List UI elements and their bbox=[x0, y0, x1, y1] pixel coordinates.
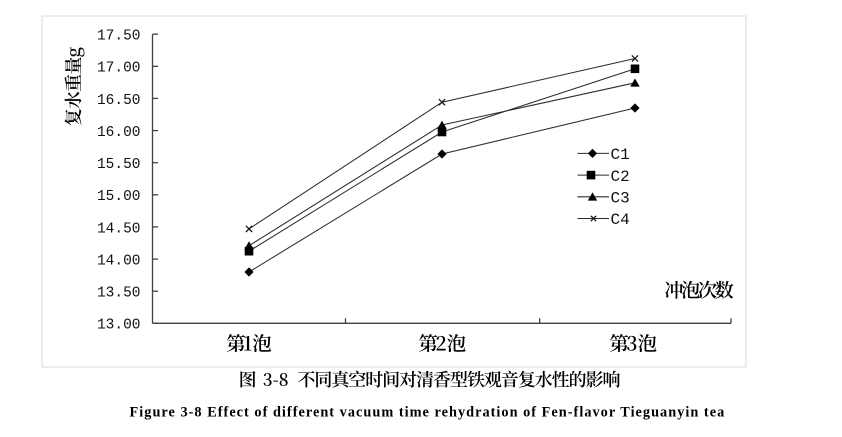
svg-text:13.50: 13.50 bbox=[97, 286, 141, 302]
svg-text:17.00: 17.00 bbox=[97, 61, 141, 77]
svg-text:C2: C2 bbox=[611, 168, 630, 186]
svg-text:16.00: 16.00 bbox=[97, 125, 141, 141]
svg-text:17.50: 17.50 bbox=[97, 29, 141, 45]
svg-text:16.50: 16.50 bbox=[97, 93, 141, 109]
svg-text:14.00: 14.00 bbox=[97, 254, 141, 270]
svg-text:15.00: 15.00 bbox=[97, 189, 141, 205]
svg-text:14.50: 14.50 bbox=[97, 221, 141, 237]
svg-text:13.00: 13.00 bbox=[97, 318, 141, 334]
svg-text:C3: C3 bbox=[611, 190, 630, 208]
svg-text:15.50: 15.50 bbox=[97, 157, 141, 173]
svg-text:Figure 3-8 Effect of different: Figure 3-8 Effect of different vacuum ti… bbox=[130, 405, 726, 421]
svg-text:C4: C4 bbox=[611, 211, 630, 229]
svg-text:C1: C1 bbox=[611, 146, 630, 164]
